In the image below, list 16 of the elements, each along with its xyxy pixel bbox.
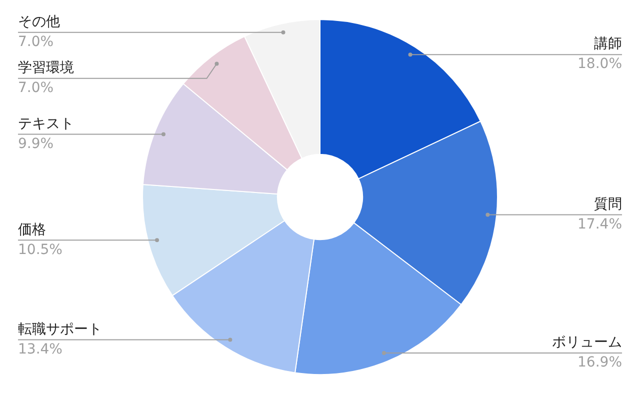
slice-label: 講師 <box>594 36 622 52</box>
data-label: 7.0% <box>18 80 54 96</box>
slice-label: 転職サポート <box>18 321 102 338</box>
data-label: 18.0% <box>578 56 622 72</box>
slice-label: 価格 <box>18 222 46 238</box>
data-label: 17.4% <box>578 216 622 232</box>
slice-label: ボリューム <box>552 334 622 351</box>
slice-label: テキスト <box>18 116 74 132</box>
data-label: 16.9% <box>578 354 622 371</box>
data-label: 7.0% <box>18 34 54 50</box>
slice-label: その他 <box>18 14 60 30</box>
data-label: 9.9% <box>18 136 54 152</box>
slice-label: 質問 <box>594 196 622 212</box>
data-label: 10.5% <box>18 242 62 258</box>
data-label: 13.4% <box>18 341 62 358</box>
slice-label: 学習環境 <box>18 60 74 76</box>
